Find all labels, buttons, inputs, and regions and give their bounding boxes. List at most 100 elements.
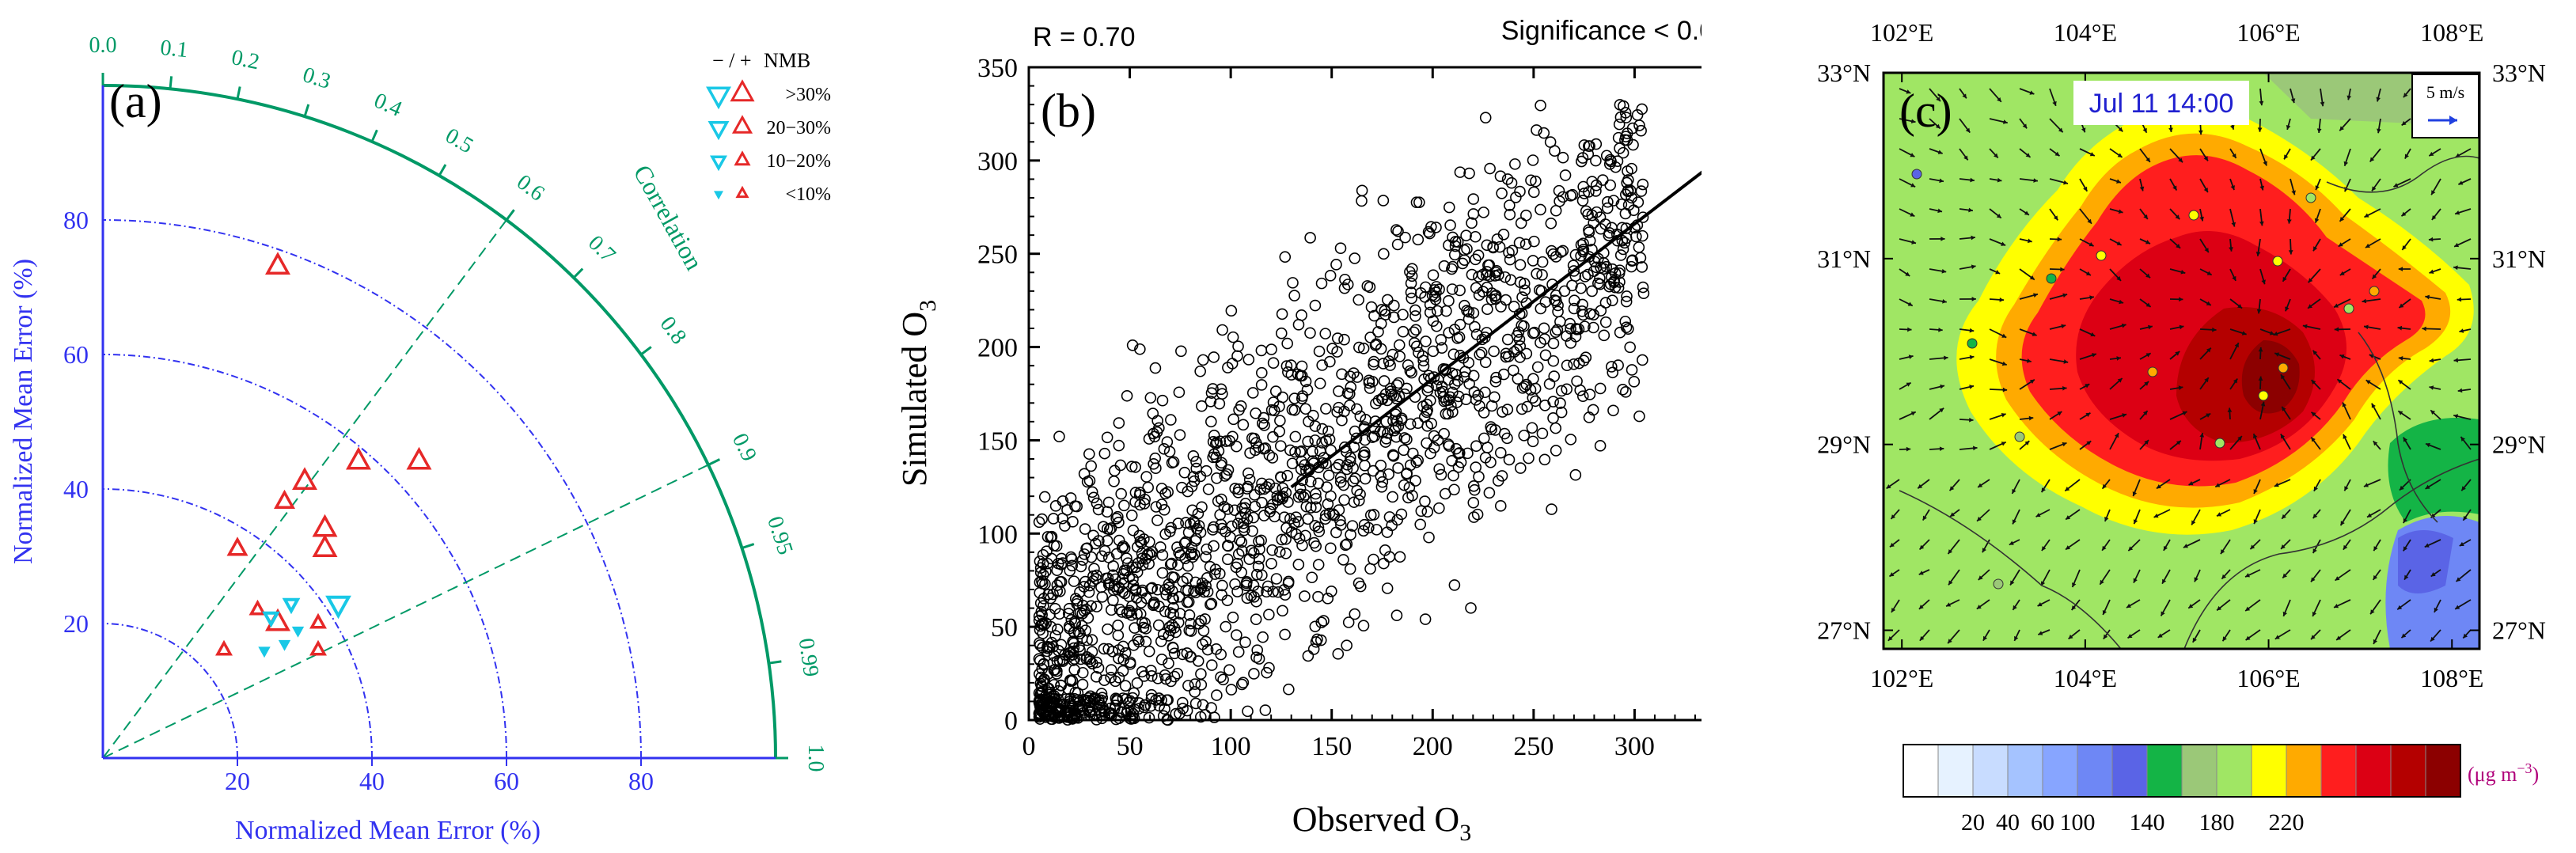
ozone-map: 102°E102°E104°E104°E106°E106°E108°E108°E…	[1709, 0, 2576, 849]
lat-tick-label-right: 33°N	[2492, 59, 2546, 87]
correlation-tick	[574, 269, 582, 278]
colorbar-unit: (μg m−3)	[2468, 760, 2539, 786]
monitoring-station	[2215, 438, 2225, 448]
colorbar-tick-label: 20	[1961, 809, 1985, 836]
marker-positive	[312, 616, 324, 627]
correlation-tick-label: 0.3	[300, 63, 334, 94]
x-tick-label: 150	[1311, 732, 1352, 761]
legend-label: >30%	[785, 85, 831, 105]
panel-b: 0501001502002503003500501001502002503003…	[847, 0, 1702, 849]
timestamp-label: Jul 11 14:00	[2089, 89, 2234, 119]
marker-positive	[252, 602, 264, 613]
monitoring-station	[2148, 367, 2157, 377]
colorbar-cell	[2112, 745, 2147, 797]
map-field	[1884, 73, 2479, 649]
vector-scale-label: 5 m/s	[2426, 82, 2464, 102]
legend-header-label: NMB	[764, 49, 810, 72]
panel-label-c: (c)	[1899, 85, 1952, 137]
colorbar-cell	[2182, 745, 2217, 797]
correlation-tick	[170, 76, 172, 89]
r-value: R = 0.70	[1033, 22, 1135, 52]
y-tick-label: 200	[977, 334, 1018, 363]
y-axis-title-a: Normalized Mean Error (%)	[9, 259, 38, 564]
x-tick-label: 100	[1211, 732, 1251, 761]
lat-tick-label-right: 27°N	[2492, 616, 2546, 645]
y-tick-label: 250	[977, 241, 1018, 270]
correlation-tick-label: 1.0	[803, 745, 828, 772]
monitoring-station	[1994, 579, 2003, 589]
correlation-tick-label: 0.5	[441, 123, 477, 158]
marker-positive	[312, 643, 324, 654]
monitoring-station	[2047, 274, 2056, 283]
colorbar-tick-label: 100	[2060, 809, 2096, 836]
marker-negative	[328, 597, 349, 616]
monitoring-station	[2278, 363, 2288, 373]
y-tick-label: 350	[977, 54, 1018, 83]
y-tick-label: 300	[977, 147, 1018, 176]
x-tick-label: 20	[225, 767, 250, 795]
correlation-tick-label: 0.6	[512, 170, 549, 207]
x-tick-label: 50	[1117, 732, 1144, 761]
colorbar-cell	[2321, 745, 2356, 797]
y-tick-label: 80	[63, 206, 89, 234]
y-tick-label: 40	[63, 475, 89, 503]
colorbar-tick-label: 140	[2130, 809, 2165, 836]
lat-tick-label-right: 31°N	[2492, 245, 2546, 273]
radius-arc	[103, 624, 237, 758]
lon-tick-label-top: 102°E	[1870, 18, 1933, 47]
legend-marker-negative	[708, 88, 729, 106]
legend-marker-positive	[734, 117, 751, 132]
panel-label-b: (b)	[1041, 85, 1096, 137]
legend-label: 20−30%	[766, 118, 831, 138]
y-tick-label: 0	[1004, 707, 1018, 736]
correlation-tick	[708, 460, 719, 465]
colorbar-cell	[2043, 745, 2077, 797]
correlation-tick-label: 0.8	[655, 312, 692, 349]
colorbar-cell	[1938, 745, 1973, 797]
marker-negative	[294, 627, 303, 636]
marker-negative	[285, 600, 298, 611]
marker-positive	[276, 492, 293, 507]
marker-positive	[267, 255, 288, 273]
legend-header-sign: − / +	[712, 49, 752, 72]
monitoring-station	[2259, 391, 2268, 400]
monitoring-station	[1967, 339, 1977, 348]
marker-negative	[260, 647, 269, 656]
y-tick-label: 60	[63, 340, 89, 369]
legend-marker-positive	[738, 188, 747, 197]
correlation-tick-label: 0.99	[794, 637, 824, 679]
correlation-tick-label: 0.4	[370, 88, 405, 121]
radius-arc	[103, 220, 641, 758]
legend-marker-negative	[711, 123, 727, 138]
marker-positive	[315, 537, 336, 555]
legend-label: <10%	[785, 184, 831, 205]
correlation-tick	[769, 662, 782, 663]
monitoring-station	[2189, 210, 2199, 220]
monitoring-station	[2306, 193, 2316, 203]
x-tick-label: 60	[494, 767, 519, 795]
y-tick-label: 150	[977, 426, 1018, 456]
colorbar-cell	[2286, 745, 2321, 797]
correlation-tick-label: 0.9	[727, 430, 761, 465]
colorbar-tick-label: 220	[2269, 809, 2305, 836]
lat-tick-label-left: 31°N	[1817, 245, 1871, 273]
x-tick-label: 0	[1022, 732, 1036, 761]
correlation-tick-label: 0.7	[583, 231, 620, 268]
colorbar-tick-label: 60	[2031, 809, 2054, 836]
lon-tick-label-top: 106°E	[2236, 18, 2300, 47]
monitoring-station	[2273, 256, 2282, 266]
correlation-tick	[641, 347, 651, 354]
colorbar-cell	[2217, 745, 2252, 797]
lon-tick-label-bottom: 106°E	[2236, 664, 2300, 692]
x-tick-label: 40	[359, 767, 385, 795]
correlation-tick	[305, 104, 309, 116]
x-tick-label: 80	[628, 767, 654, 795]
lat-tick-label-left: 27°N	[1817, 616, 1871, 645]
lon-tick-label-bottom: 102°E	[1870, 664, 1933, 692]
legend-marker-negative	[712, 157, 725, 168]
marker-negative	[280, 641, 290, 650]
correlation-tick	[237, 86, 240, 99]
colorbar-cell	[2252, 745, 2286, 797]
